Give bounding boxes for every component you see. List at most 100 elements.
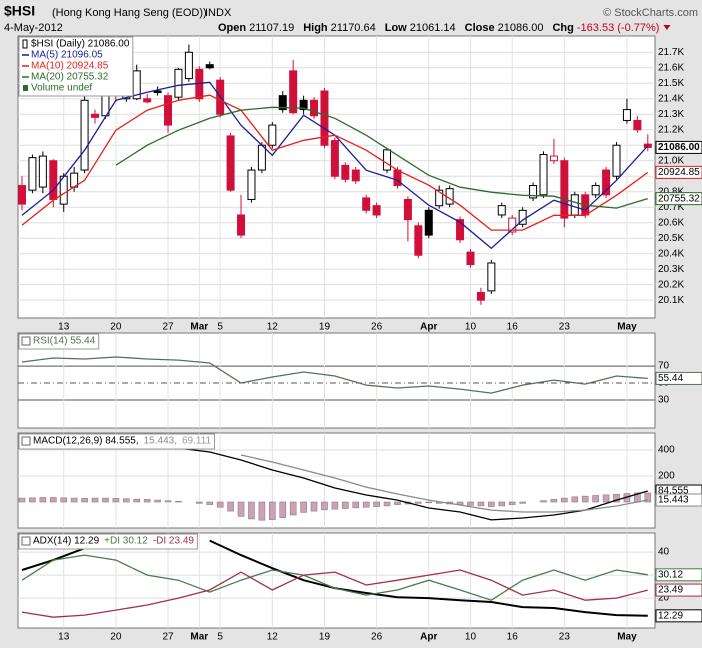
histogram-bar <box>425 501 433 503</box>
candle-body <box>435 189 444 207</box>
x-tick-label: 26 <box>371 322 383 333</box>
legend-entry: 69.111 <box>182 436 212 447</box>
legend: RSI(14) 55.44 <box>18 333 100 350</box>
histogram-bar <box>102 497 109 503</box>
end-label: 20755.32 <box>658 193 700 204</box>
candle-body <box>633 119 642 131</box>
field-label: Low <box>385 22 407 34</box>
field-value: 21170.64 <box>331 22 376 34</box>
candle-body <box>91 113 100 118</box>
histogram-bar <box>613 493 620 503</box>
candle-body <box>205 64 214 69</box>
candle-body <box>143 98 152 103</box>
plot <box>18 44 652 305</box>
end-label: 21086.00 <box>658 142 700 153</box>
histogram-bar <box>300 501 307 513</box>
histogram-bar <box>310 501 318 512</box>
histogram-bar <box>508 501 516 505</box>
histogram-bar <box>49 497 57 503</box>
histogram-bar <box>467 501 474 506</box>
x-tick-label: May <box>617 632 637 643</box>
x-tick-label: Mar <box>190 632 208 643</box>
histogram-bar <box>29 497 36 503</box>
y-tick-label: 400 <box>658 445 675 456</box>
x-tick-label: Apr <box>420 632 437 643</box>
histogram-bar <box>342 501 349 509</box>
histogram-bar <box>206 501 214 505</box>
legend-entry: 15.443, <box>144 436 177 447</box>
histogram-bar <box>154 499 161 503</box>
candle-body <box>456 219 465 241</box>
x-tick-label: 23 <box>559 322 571 333</box>
end-label-box <box>655 568 702 582</box>
x-tick-label: 16 <box>507 322 519 333</box>
candle-body <box>18 185 26 205</box>
candle-body <box>247 169 256 200</box>
candle-body <box>278 95 287 111</box>
y-tick-label: 21.5K <box>658 78 684 89</box>
indicator-line <box>21 569 648 618</box>
histogram-bar <box>415 501 422 504</box>
legend-entry: MA(5) 21096.05 <box>31 50 103 61</box>
candle-body <box>184 51 193 80</box>
histogram-bar <box>39 497 47 503</box>
legend-swatch <box>21 336 31 346</box>
histogram-bar <box>321 501 328 511</box>
field-value: 21086.00 <box>498 22 544 34</box>
candle-body <box>612 144 621 177</box>
candle-body <box>622 109 631 121</box>
field-value: 21107.19 <box>249 22 294 34</box>
field-value: 21061.14 <box>410 22 456 34</box>
index-name: (Hong Kong Hang Seng (EOD)) <box>52 7 207 19</box>
y-tick-label: 21.7K <box>658 47 684 58</box>
legend-box <box>18 533 198 550</box>
histogram-bar <box>133 498 141 503</box>
histogram-bar <box>592 495 599 503</box>
y-tick-label: 40 <box>658 547 670 558</box>
candle-body <box>310 99 319 117</box>
field-label: Chg <box>552 22 573 34</box>
histogram-bar <box>331 501 339 510</box>
candle-body <box>362 197 371 211</box>
candle-body <box>529 185 538 199</box>
candle-body <box>38 155 47 188</box>
indicator-line <box>21 356 648 394</box>
y-tick-label: 200 <box>658 471 675 482</box>
candle-body <box>424 209 433 236</box>
x-tick-label: 12 <box>267 632 279 643</box>
field-label: Open <box>218 22 246 34</box>
histogram-bar <box>216 501 224 508</box>
candle-body <box>403 198 412 221</box>
x-tick-label: 13 <box>58 632 70 643</box>
candle-body <box>153 90 162 94</box>
x-tick-label: 20 <box>110 632 122 643</box>
x-tick-label: 5 <box>217 322 223 333</box>
histogram-bar <box>258 501 266 521</box>
end-label: 23.49 <box>658 585 683 596</box>
x-tick-label: 12 <box>267 322 279 333</box>
end-label-box <box>655 140 702 154</box>
end-label: 15.443 <box>658 495 689 506</box>
histogram-bar <box>70 497 78 503</box>
end-label: 84.555 <box>658 486 689 497</box>
histogram-bar <box>269 501 276 520</box>
y-tick-label: 20.7K <box>658 202 684 213</box>
y-tick-label: 20.1K <box>658 295 684 306</box>
candle-body <box>602 169 611 196</box>
candle-body <box>226 135 235 191</box>
histogram-bar <box>248 501 255 520</box>
end-label: 20924.85 <box>658 167 700 178</box>
histogram-bar <box>196 501 203 504</box>
y-tick-label: 20 <box>658 593 670 604</box>
legend-entry: Volume undef <box>31 83 92 94</box>
candle-body <box>560 160 569 219</box>
candle-body <box>643 143 652 148</box>
field-value: -163.53 (-0.77%) <box>577 22 660 34</box>
histogram-bar <box>289 501 297 516</box>
candle-body <box>466 251 475 266</box>
y-tick-label: 21.3K <box>658 109 684 120</box>
histogram-bar <box>123 498 130 503</box>
histogram-bar <box>352 501 360 509</box>
